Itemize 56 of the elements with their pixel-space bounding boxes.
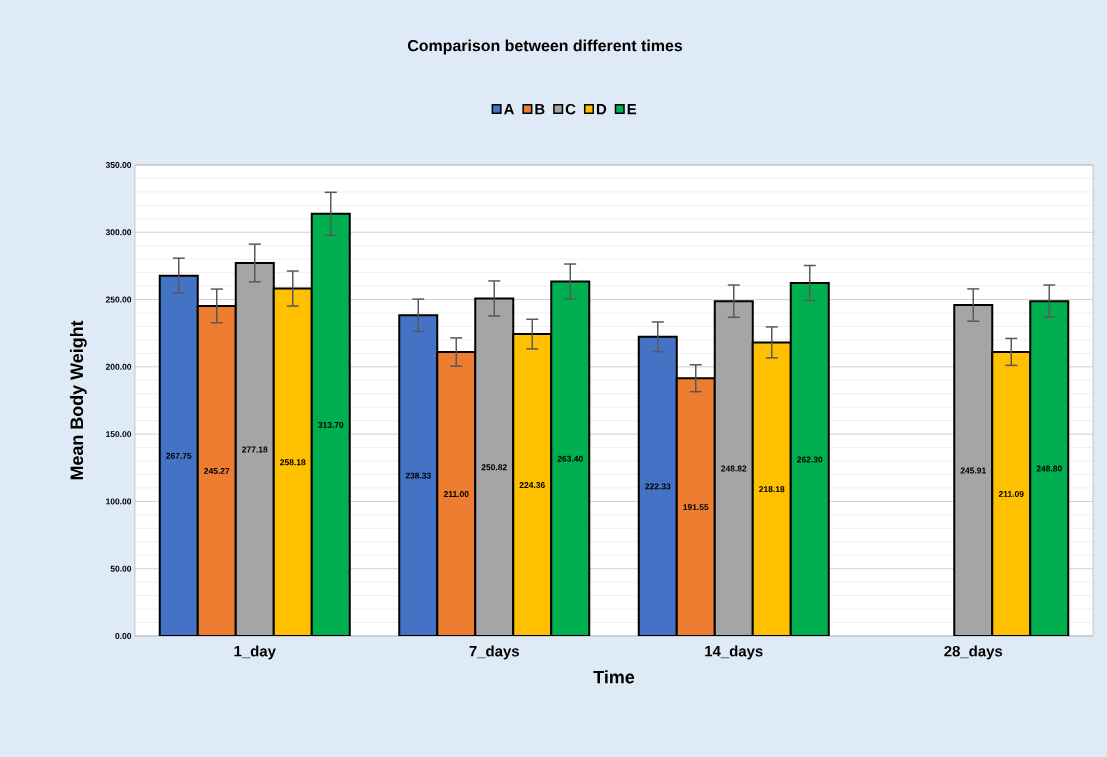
y-tick-label: 250.00: [105, 296, 132, 303]
data-label: 258.18: [280, 459, 306, 466]
legend-label: D: [596, 103, 607, 115]
data-label: 218.18: [759, 486, 785, 493]
bar: [1029, 300, 1070, 636]
bar: [550, 280, 591, 636]
legend-label: A: [503, 103, 514, 115]
x-tick-label: 28_days: [944, 645, 1003, 660]
x-tick-label: 1_day: [234, 645, 276, 660]
data-label: 211.00: [443, 491, 469, 498]
y-tick-label: 200.00: [105, 363, 132, 370]
y-tick-label: 0.00: [115, 632, 132, 639]
data-label: 211.09: [998, 490, 1024, 497]
data-label: 245.91: [960, 467, 986, 474]
y-tick-label: 150.00: [106, 431, 132, 438]
bar: [235, 262, 274, 636]
bar: [751, 341, 792, 636]
data-label: 250.82: [481, 464, 507, 471]
bar: [311, 213, 350, 636]
bar: [436, 351, 477, 636]
x-tick-label: 7_days: [469, 645, 519, 660]
bar: [953, 304, 994, 636]
bar: [474, 297, 515, 636]
y-tick-label: 300.00: [105, 229, 132, 236]
data-label: 313.70: [318, 421, 344, 428]
bar: [637, 335, 678, 636]
x-axis-title: Time: [593, 670, 635, 684]
bar: [675, 377, 716, 636]
y-axis-title: Mean Body Weight: [69, 320, 87, 480]
data-label: 277.18: [242, 446, 268, 453]
chart-title: Comparison between different times: [407, 39, 683, 55]
bar: [197, 305, 236, 636]
bar: [159, 275, 198, 636]
bar: [991, 350, 1032, 636]
data-label: 245.27: [204, 467, 230, 474]
legend-label: B: [535, 103, 545, 115]
data-label: 222.33: [645, 483, 671, 490]
bar: [512, 333, 553, 636]
legend-label: E: [627, 103, 637, 115]
bar: [713, 300, 754, 636]
data-label: 238.33: [405, 472, 431, 479]
y-tick-label: 50.00: [110, 565, 132, 572]
data-label: 263.40: [557, 455, 583, 462]
legend-label: C: [565, 103, 576, 115]
data-label: 267.75: [166, 452, 192, 459]
data-label: 248.82: [721, 465, 747, 472]
x-tick-label: 14_days: [705, 645, 763, 660]
data-label: 248.80: [1036, 465, 1062, 472]
y-tick-label: 350.00: [105, 161, 132, 168]
data-label: 224.36: [519, 482, 545, 489]
bar: [789, 282, 830, 636]
bar: [398, 314, 439, 636]
data-label: 262.30: [797, 456, 823, 463]
data-label: 191.55: [683, 504, 709, 511]
y-tick-label: 100.00: [106, 498, 132, 505]
bar: [273, 288, 312, 636]
